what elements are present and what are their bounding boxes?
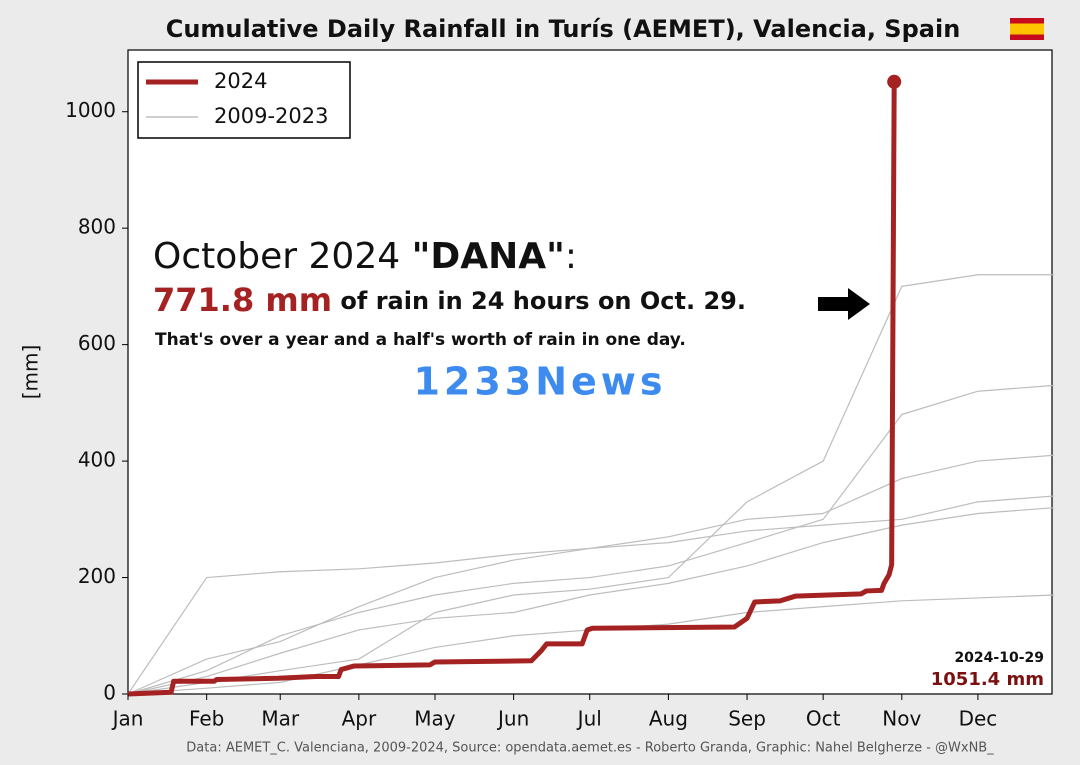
history-line (127, 384, 1055, 695)
y-tick-label: 400 (78, 448, 116, 472)
flag (1010, 18, 1044, 40)
watermark: 1233News (413, 360, 666, 404)
note: That's over a year and a half's worth of… (155, 330, 686, 350)
x-tick-label: Apr (342, 707, 377, 731)
legend-box (137, 61, 351, 139)
amount-text: of rain in 24 hours on Oct. 29. (332, 287, 746, 315)
x-tick-label: Jul (576, 707, 602, 731)
plot-layer (127, 74, 1055, 697)
history-line (127, 507, 1055, 695)
x-tick-label: Oct (806, 707, 841, 731)
x-tick-label: Feb (189, 707, 224, 731)
headline-b: "DANA" (412, 236, 565, 277)
headline: October 2024 "DANA": (153, 236, 577, 277)
y-axis-label: [mm] (19, 345, 43, 400)
series-line (127, 81, 897, 697)
amount: 771.8 mm (153, 281, 332, 319)
plot-area (127, 49, 1053, 695)
x-tick-label: Aug (649, 707, 688, 731)
y-tick-label: 600 (78, 331, 116, 355)
x-tick-label: Sep (728, 707, 766, 731)
y-tick-label: 0 (103, 681, 116, 705)
source: Data: AEMET_C. Valenciana, 2009-2024, So… (186, 741, 994, 756)
end-point (887, 74, 902, 89)
x-tick-label: Dec (959, 707, 998, 731)
x-tick-label: Jun (496, 707, 529, 731)
legend-label: 2009-2023 (214, 104, 328, 128)
x-tick-label: May (414, 707, 456, 731)
chart-title: Cumulative Daily Rainfall in Turís (AEME… (166, 15, 961, 43)
date-label: 2024-10-29 (954, 650, 1044, 666)
x-tick-label: Mar (261, 707, 300, 731)
history-line (127, 274, 1055, 695)
headline-c: : (565, 236, 577, 277)
legend-label: 2024 (214, 69, 267, 93)
arrow (818, 288, 870, 320)
y-tick-label: 800 (78, 215, 116, 239)
headline-a: October 2024 (153, 236, 412, 277)
x-tick-label: Jan (111, 707, 144, 731)
x-tick-label: Nov (882, 707, 921, 731)
amount-line: 771.8 mm of rain in 24 hours on Oct. 29. (153, 281, 746, 319)
y-tick-label: 200 (78, 564, 116, 588)
history-line (127, 454, 1055, 695)
total-label: 1051.4 mm (931, 669, 1044, 690)
y-tick-label: 1000 (65, 98, 116, 122)
